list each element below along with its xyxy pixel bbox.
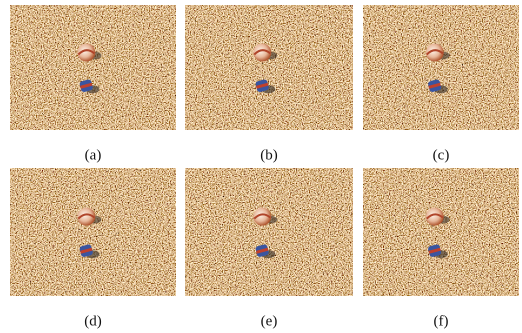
gravel-background xyxy=(185,5,353,130)
gravel-background xyxy=(363,5,519,130)
caption: (f) xyxy=(434,313,449,329)
gravel-background xyxy=(363,168,519,296)
caption: (c) xyxy=(433,147,450,163)
photo xyxy=(363,168,519,296)
photo xyxy=(363,5,519,130)
caption: (b) xyxy=(260,147,278,163)
caption: (d) xyxy=(84,313,102,329)
photo xyxy=(185,5,353,130)
caption: (a) xyxy=(85,147,102,163)
gravel-background xyxy=(185,168,353,296)
gravel-background xyxy=(10,168,176,296)
gravel-background xyxy=(10,5,176,130)
caption: (e) xyxy=(261,313,278,329)
figure: (a) (b) (c) (d) (e) (f) xyxy=(0,0,522,333)
photo xyxy=(185,168,353,296)
photo xyxy=(10,168,176,296)
photo xyxy=(10,5,176,130)
